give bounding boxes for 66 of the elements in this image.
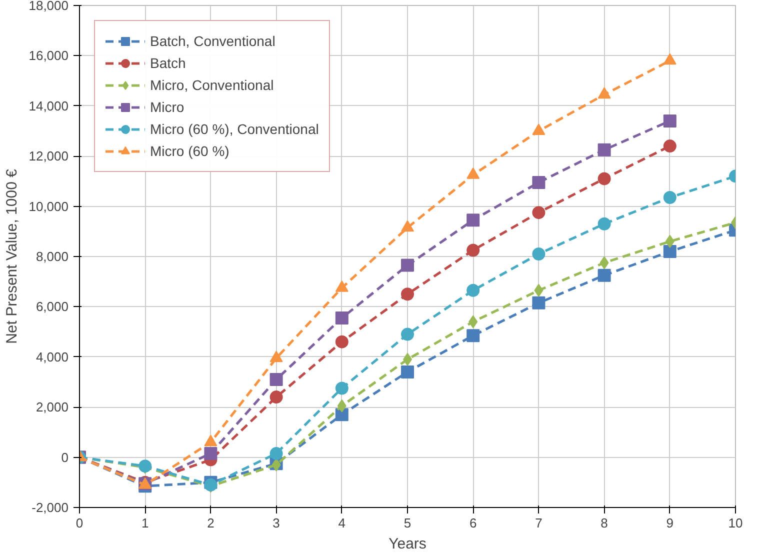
point xyxy=(532,124,546,135)
point xyxy=(663,191,676,204)
point xyxy=(534,284,544,297)
y-tick-label: 18,000 xyxy=(28,0,69,13)
x-tick-label: 9 xyxy=(666,516,674,530)
point xyxy=(466,214,480,227)
point xyxy=(663,53,676,65)
y-tick-label: 14,000 xyxy=(28,98,69,114)
x-tick-label: 8 xyxy=(600,516,608,530)
point xyxy=(270,390,283,404)
x-tick-label: 10 xyxy=(728,516,743,530)
point xyxy=(598,87,611,99)
point xyxy=(468,315,478,328)
point xyxy=(401,365,414,378)
point xyxy=(532,248,546,260)
point xyxy=(600,256,609,270)
point xyxy=(270,372,283,386)
x-tick-label: 7 xyxy=(535,516,542,530)
point xyxy=(532,296,546,310)
y-tick-label: 8,000 xyxy=(36,249,69,264)
point xyxy=(270,447,283,460)
legend-label: Micro xyxy=(150,99,184,115)
point xyxy=(335,335,348,348)
point xyxy=(663,114,676,128)
y-tick-label: 12,000 xyxy=(28,148,69,164)
point xyxy=(598,172,611,186)
x-tick-label: 1 xyxy=(141,516,149,530)
point xyxy=(335,382,348,395)
point xyxy=(665,234,674,248)
x-axis-title: Years xyxy=(388,536,426,552)
point xyxy=(466,329,480,342)
point xyxy=(401,258,414,272)
legend-label: Micro, Conventional xyxy=(150,77,274,93)
point xyxy=(401,220,414,232)
y-tick-label: 0 xyxy=(61,450,69,465)
point xyxy=(337,399,346,412)
legend-label: Batch, Conventional xyxy=(150,33,276,49)
point xyxy=(663,140,676,153)
x-tick-label: 5 xyxy=(404,516,412,530)
x-tick-label: 4 xyxy=(338,516,346,530)
y-tick-label: 2,000 xyxy=(36,400,69,415)
x-tick-label: 0 xyxy=(76,516,84,530)
y-tick-label: -2,000 xyxy=(32,500,69,515)
point xyxy=(598,268,611,282)
point xyxy=(204,447,218,460)
point xyxy=(598,143,611,156)
legend-label: Micro (60 %), Conventional xyxy=(150,121,319,137)
point xyxy=(466,284,480,297)
point xyxy=(401,328,414,341)
legend-label: Batch xyxy=(150,55,186,71)
point xyxy=(466,244,480,257)
point xyxy=(532,206,546,220)
point xyxy=(532,176,546,189)
y-tick-label: 16,000 xyxy=(28,48,69,64)
x-tick-label: 2 xyxy=(207,516,214,530)
point xyxy=(335,311,348,324)
y-axis-title: Net Present Value, 1000 € xyxy=(4,168,21,344)
point xyxy=(401,288,414,301)
x-tick-label: 3 xyxy=(272,516,280,530)
y-tick-label: 4,000 xyxy=(36,349,69,364)
legend-label: Micro (60 %) xyxy=(150,143,230,159)
x-tick-label: 6 xyxy=(469,516,477,530)
y-tick-label: 6,000 xyxy=(36,299,69,314)
y-tick-label: 10,000 xyxy=(28,198,69,214)
point xyxy=(598,217,611,230)
point xyxy=(663,244,676,258)
